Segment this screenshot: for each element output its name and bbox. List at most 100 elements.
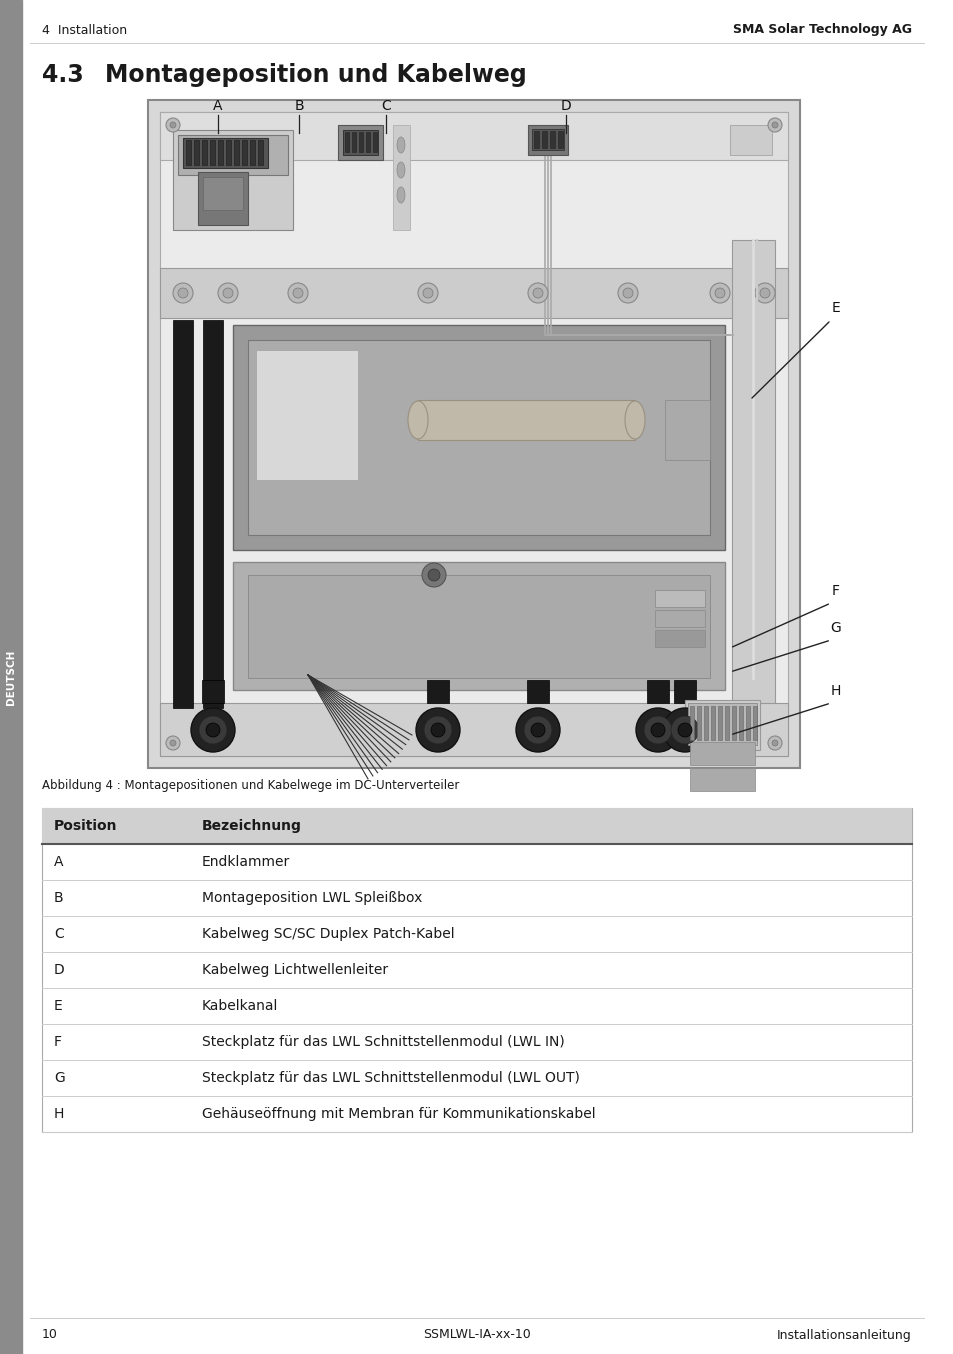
Circle shape — [431, 723, 444, 737]
Bar — [664, 399, 709, 460]
Text: Montageposition und Kabelweg: Montageposition und Kabelweg — [105, 64, 526, 87]
Bar — [248, 575, 709, 678]
Bar — [233, 325, 724, 550]
Ellipse shape — [396, 187, 405, 203]
Bar — [550, 131, 555, 148]
Circle shape — [531, 723, 544, 737]
Bar — [703, 705, 707, 741]
Text: G: G — [830, 621, 841, 635]
Bar — [203, 177, 243, 210]
Text: 4  Installation: 4 Installation — [42, 23, 127, 37]
Bar — [202, 139, 207, 165]
Bar — [160, 268, 787, 318]
Bar — [248, 340, 709, 535]
Text: A: A — [54, 854, 64, 869]
Bar — [697, 705, 700, 741]
Bar — [541, 131, 546, 148]
Bar — [0, 0, 22, 1354]
Text: Position: Position — [54, 819, 117, 833]
Circle shape — [178, 288, 188, 298]
Bar — [724, 705, 728, 741]
Circle shape — [191, 708, 234, 751]
Bar — [687, 703, 757, 745]
Bar — [42, 808, 911, 844]
Text: Steckplatz für das LWL Schnittstellenmodul (LWL IN): Steckplatz für das LWL Schnittstellenmod… — [202, 1034, 564, 1049]
Text: E: E — [831, 301, 840, 315]
Ellipse shape — [624, 401, 644, 439]
Bar — [172, 130, 293, 230]
Text: Kabelweg Lichtwellenleiter: Kabelweg Lichtwellenleiter — [202, 963, 388, 978]
Circle shape — [206, 723, 220, 737]
Circle shape — [650, 723, 664, 737]
Bar — [250, 139, 254, 165]
Circle shape — [166, 737, 180, 750]
Text: Montageposition LWL Spleißbox: Montageposition LWL Spleißbox — [202, 891, 422, 904]
Bar — [393, 125, 410, 230]
Circle shape — [670, 716, 699, 743]
Circle shape — [523, 716, 552, 743]
Bar — [558, 131, 562, 148]
Circle shape — [760, 288, 769, 298]
Bar — [203, 320, 223, 708]
Bar — [226, 139, 231, 165]
Text: SSMLWL-IA-xx-10: SSMLWL-IA-xx-10 — [423, 1328, 530, 1342]
Ellipse shape — [396, 137, 405, 153]
Bar — [178, 135, 288, 175]
Circle shape — [618, 283, 638, 303]
Text: B: B — [54, 891, 64, 904]
Circle shape — [416, 708, 459, 751]
Bar — [526, 680, 548, 703]
Text: H: H — [830, 684, 841, 699]
Circle shape — [527, 283, 547, 303]
Bar — [655, 611, 704, 627]
Bar — [689, 768, 754, 791]
Circle shape — [714, 288, 724, 298]
Bar — [198, 172, 248, 225]
Bar — [343, 130, 377, 154]
Text: Installationsanleitung: Installationsanleitung — [777, 1328, 911, 1342]
Ellipse shape — [396, 162, 405, 177]
Bar — [729, 125, 771, 154]
Circle shape — [636, 708, 679, 751]
Circle shape — [293, 288, 303, 298]
Bar — [373, 131, 376, 152]
Circle shape — [218, 283, 237, 303]
Circle shape — [678, 723, 691, 737]
Bar — [183, 138, 268, 168]
Bar — [172, 320, 193, 708]
Circle shape — [421, 563, 446, 588]
Bar — [731, 240, 774, 708]
Bar — [337, 125, 382, 160]
Text: D: D — [54, 963, 65, 978]
Bar — [366, 131, 370, 152]
Circle shape — [417, 283, 437, 303]
Text: Endklammer: Endklammer — [202, 854, 290, 869]
Text: E: E — [54, 999, 63, 1013]
Circle shape — [533, 288, 542, 298]
Bar — [233, 139, 239, 165]
Bar — [255, 349, 357, 481]
Circle shape — [223, 288, 233, 298]
Circle shape — [643, 716, 671, 743]
Circle shape — [767, 118, 781, 131]
Bar — [257, 139, 263, 165]
Bar — [160, 112, 787, 160]
Text: G: G — [54, 1071, 65, 1085]
Bar — [731, 705, 735, 741]
Bar — [210, 139, 214, 165]
Bar — [752, 705, 757, 741]
Text: A: A — [213, 99, 222, 112]
Text: C: C — [54, 927, 64, 941]
Bar — [42, 808, 911, 1132]
Text: Steckplatz für das LWL Schnittstellenmodul (LWL OUT): Steckplatz für das LWL Schnittstellenmod… — [202, 1071, 579, 1085]
Text: B: B — [294, 99, 303, 112]
Text: F: F — [54, 1034, 62, 1049]
Circle shape — [767, 737, 781, 750]
Bar — [745, 705, 749, 741]
Bar — [202, 680, 224, 703]
Bar — [655, 590, 704, 607]
Text: Kabelkanal: Kabelkanal — [202, 999, 278, 1013]
Bar — [417, 399, 635, 440]
Bar — [689, 705, 693, 741]
Bar — [689, 742, 754, 765]
